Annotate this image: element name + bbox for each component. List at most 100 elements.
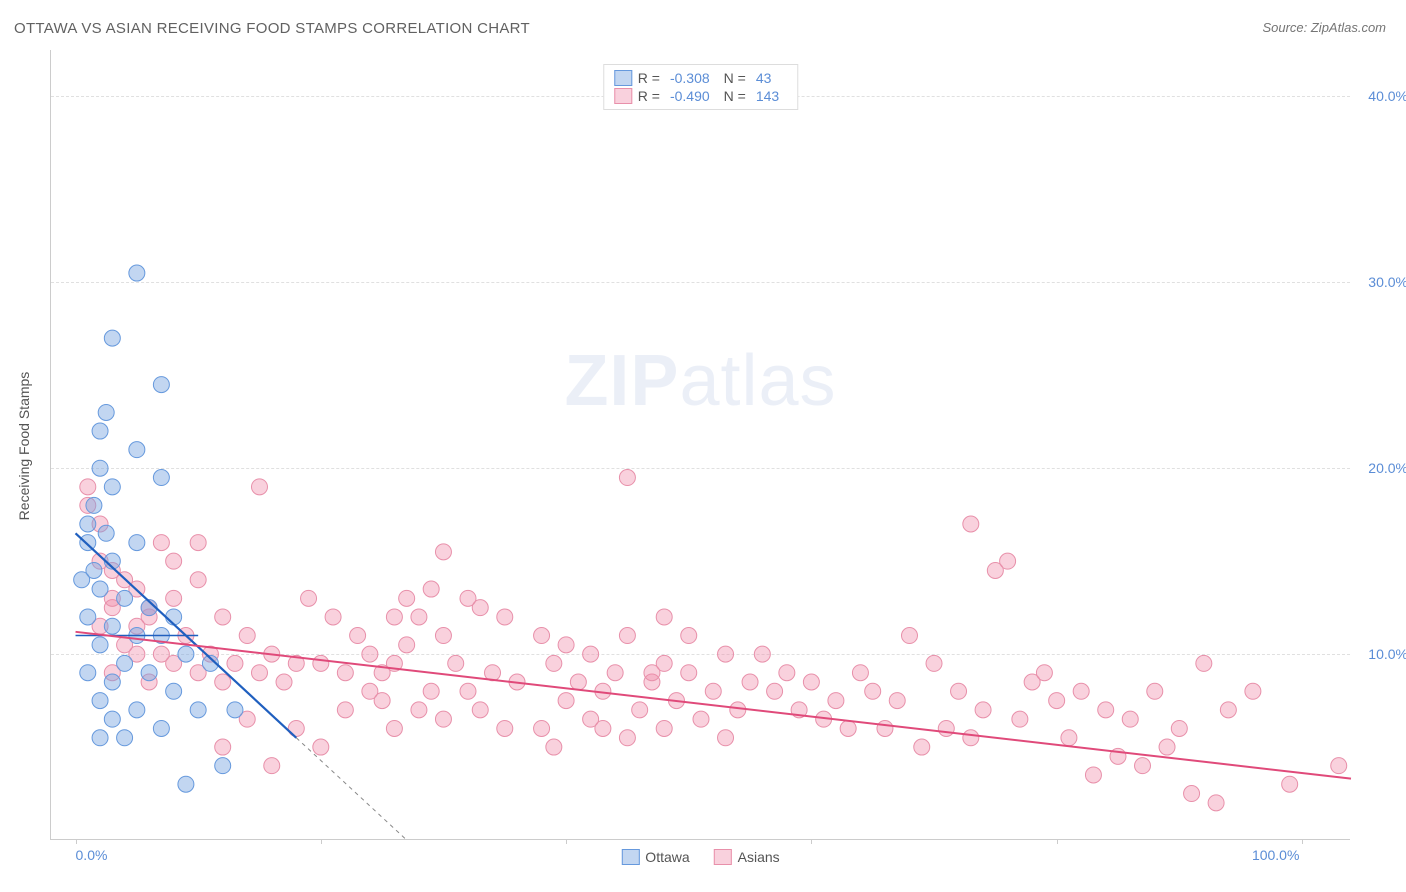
scatter-point [460,683,476,699]
scatter-point [313,655,329,671]
x-tick [1057,839,1058,844]
legend-n-ottawa: 43 [756,70,772,86]
scatter-point [435,544,451,560]
chart-container: OTTAWA VS ASIAN RECEIVING FOOD STAMPS CO… [0,0,1406,892]
scatter-point [558,637,574,653]
scatter-point [98,525,114,541]
legend-n-label: N = [724,70,746,86]
scatter-point [313,739,329,755]
scatter-point [251,665,267,681]
scatter-point [718,646,734,662]
legend-item-ottawa: Ottawa [621,849,689,865]
legend-r-label: R = [638,70,660,86]
scatter-point [742,674,758,690]
scatter-point [129,535,145,551]
scatter-point [570,674,586,690]
scatter-point [92,581,108,597]
scatter-point [828,693,844,709]
scatter-point [178,776,194,792]
legend-row-asians: R = -0.490 N = 143 [614,87,787,105]
legend-label-asians: Asians [738,849,780,865]
regression-line [296,738,406,840]
scatter-point [104,711,120,727]
scatter-point [951,683,967,699]
scatter-point [1245,683,1261,699]
scatter-point [141,665,157,681]
scatter-point [80,516,96,532]
scatter-point [166,553,182,569]
x-tick [76,839,77,844]
scatter-point [583,646,599,662]
scatter-point [534,628,550,644]
scatter-point [104,618,120,634]
scatter-point [129,702,145,718]
scatter-point [1196,655,1212,671]
scatter-point [80,479,96,495]
scatter-point [92,460,108,476]
x-tick-label: 0.0% [76,847,108,863]
scatter-point [877,720,893,736]
x-tick [321,839,322,844]
scatter-point [963,516,979,532]
scatter-point [92,423,108,439]
legend-swatch-ottawa [614,70,632,86]
scatter-point [80,535,96,551]
scatter-point [153,535,169,551]
scatter-point [215,758,231,774]
scatter-point [190,572,206,588]
scatter-point [98,404,114,420]
scatter-point [1036,665,1052,681]
scatter-point [1122,711,1138,727]
scatter-point [337,702,353,718]
scatter-point [852,665,868,681]
scatter-point [337,665,353,681]
scatter-point [117,655,133,671]
scatter-point [153,377,169,393]
scatter-point [730,702,746,718]
correlation-legend: R = -0.308 N = 43 R = -0.490 N = 143 [603,64,798,110]
scatter-point [1208,795,1224,811]
scatter-point [754,646,770,662]
scatter-point [595,720,611,736]
scatter-point [546,655,562,671]
series-legend: Ottawa Asians [621,849,779,865]
scatter-point [1073,683,1089,699]
scatter-point [718,730,734,746]
scatter-point [693,711,709,727]
scatter-point [1049,693,1065,709]
scatter-point [865,683,881,699]
scatter-point [803,674,819,690]
scatter-point [767,683,783,699]
scatter-point [632,702,648,718]
legend-swatch-ottawa-2 [621,849,639,865]
scatter-point [178,646,194,662]
y-tick-label: 30.0% [1368,274,1406,290]
scatter-point [901,628,917,644]
scatter-point [80,665,96,681]
scatter-point [889,693,905,709]
legend-n-label: N = [724,88,746,104]
scatter-point [1135,758,1151,774]
y-tick-label: 40.0% [1368,88,1406,104]
legend-item-asians: Asians [714,849,780,865]
scatter-point [423,683,439,699]
scatter-point [325,609,341,625]
legend-swatch-asians [614,88,632,104]
scatter-point [92,637,108,653]
scatter-point [963,730,979,746]
scatter-point [423,581,439,597]
scatter-point [1061,730,1077,746]
scatter-point [264,758,280,774]
scatter-point [644,665,660,681]
scatter-point [399,590,415,606]
scatter-point [619,470,635,486]
scatter-point [190,702,206,718]
chart-source: Source: ZipAtlas.com [1262,20,1386,35]
scatter-point [227,655,243,671]
scatter-point [558,693,574,709]
scatter-point [534,720,550,736]
scatter-point [497,609,513,625]
scatter-point [166,683,182,699]
scatter-point [215,674,231,690]
scatter-point [362,683,378,699]
